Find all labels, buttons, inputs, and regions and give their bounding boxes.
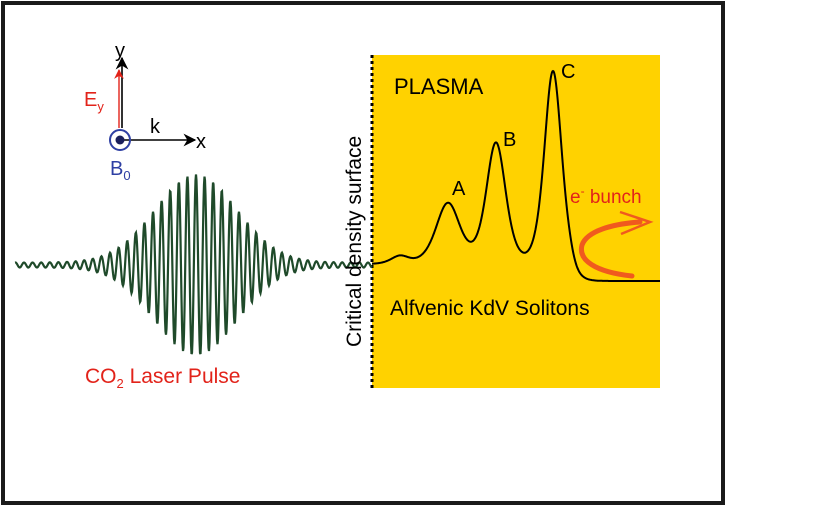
figure-frame <box>1 1 725 505</box>
electron-bunch-label: e- bunch <box>570 184 642 208</box>
b-field-ring <box>109 129 131 151</box>
wavevector-label: k <box>150 116 161 138</box>
plasma-region <box>372 55 660 388</box>
electron-bunch-arrow-head <box>619 210 654 236</box>
laser-pulse-wave <box>14 174 373 355</box>
soliton-profile-curve <box>372 69 660 282</box>
e-field-label: Ey <box>84 89 104 114</box>
laser-pulse-label: CO2 Laser Pulse <box>85 365 240 391</box>
electron-bunch-arrow-shaft <box>578 219 643 279</box>
peak-label-c: C <box>561 61 575 83</box>
y-axis-label: y <box>115 40 125 62</box>
peak-label-b: B <box>503 129 516 151</box>
x-axis-label: x <box>196 131 206 153</box>
peak-label-a: A <box>452 178 466 200</box>
b-field-label: B0 <box>110 158 131 183</box>
plasma-label: PLASMA <box>394 74 484 99</box>
coordinate-axes: y x k Ey B0 <box>84 40 206 183</box>
critical-density-surface-label: Critical density surface <box>343 136 366 347</box>
solitons-label: Alfvenic KdV Solitons <box>390 297 590 320</box>
b-field-dot <box>115 135 125 145</box>
